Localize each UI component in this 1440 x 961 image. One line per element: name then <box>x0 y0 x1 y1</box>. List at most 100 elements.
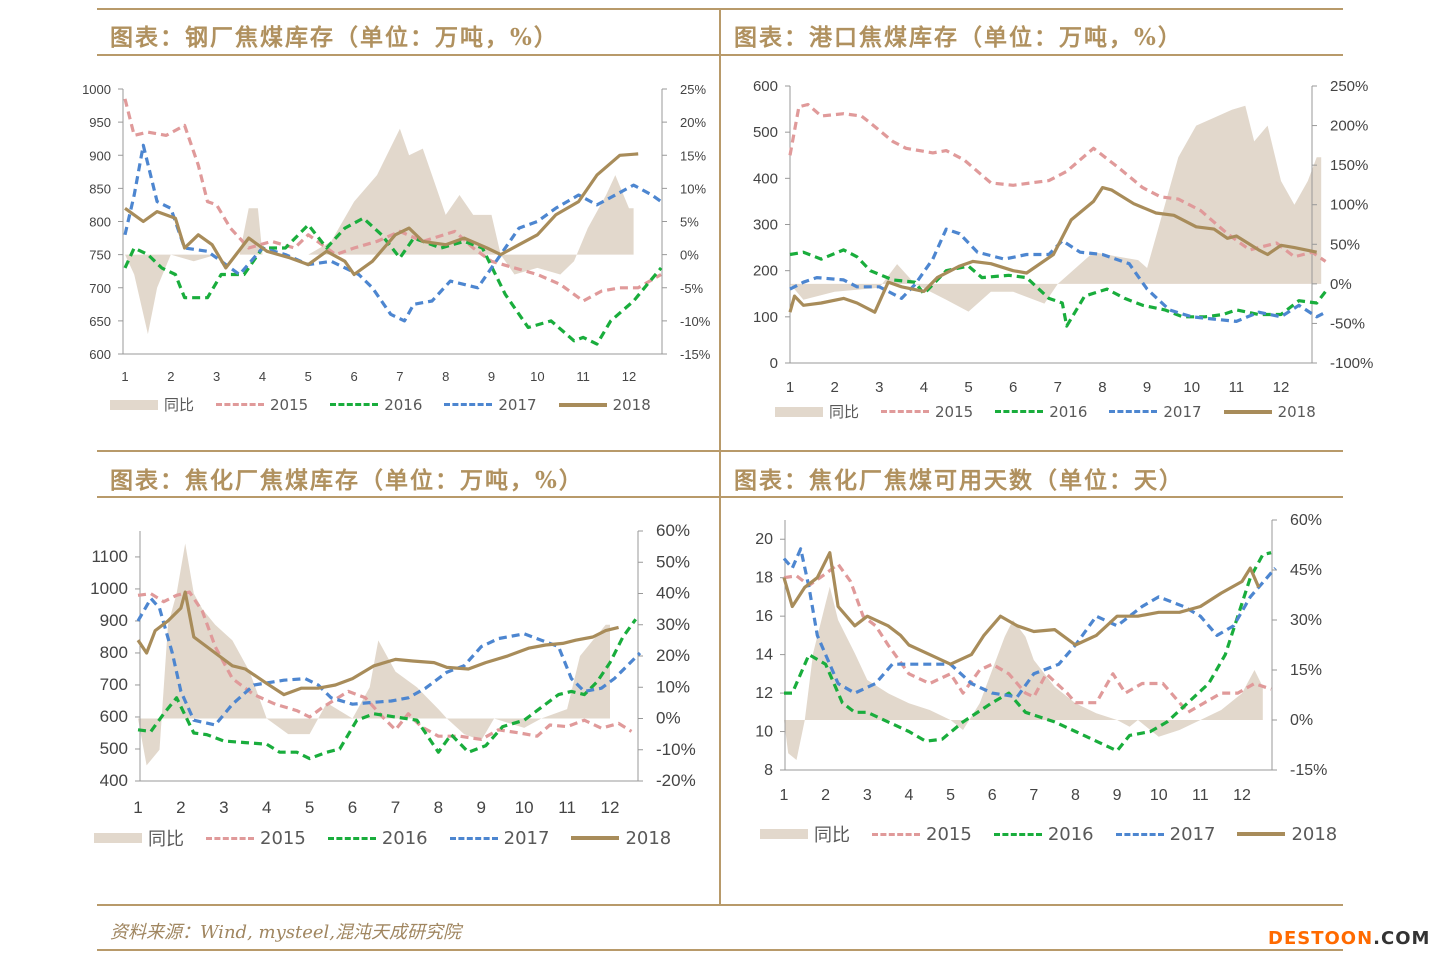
x-tick-label: 8 <box>434 798 443 817</box>
left-tick-label: 0 <box>770 355 778 372</box>
left-tick-label: 900 <box>89 148 111 163</box>
right-tick-label: 0% <box>1330 276 1352 293</box>
chart-1: 100095090085080075070065060025%20%15%10%… <box>82 82 711 384</box>
legend-label: 2018 <box>1277 402 1316 421</box>
right-tick-label: -100% <box>1330 355 1373 372</box>
left-tick-label: 200 <box>753 263 778 280</box>
x-tick-label: 9 <box>488 369 495 384</box>
yoy-area <box>790 105 1322 312</box>
legend-item-yoy: 同比 <box>110 394 194 415</box>
right-tick-label: -15% <box>680 347 711 362</box>
chart-legend-3: 同比 2015 2016 2017 2018 <box>94 825 693 851</box>
x-tick-label: 6 <box>350 369 357 384</box>
legend-swatch <box>327 836 376 840</box>
x-tick-label: 1 <box>786 379 794 396</box>
legend-swatch <box>558 402 607 407</box>
x-tick-label: 1 <box>133 798 142 817</box>
legend-swatch <box>206 836 254 840</box>
x-tick-label: 11 <box>1229 379 1245 396</box>
legend-label: 同比 <box>814 825 850 846</box>
x-tick-label: 8 <box>442 369 449 384</box>
legend-swatch <box>330 403 379 406</box>
x-tick-label: 4 <box>920 379 928 396</box>
x-tick-label: 7 <box>396 369 403 384</box>
right-tick-label: 200% <box>1330 118 1368 135</box>
right-tick-label: -15% <box>1290 762 1327 779</box>
x-tick-label: 12 <box>1273 379 1290 396</box>
chart-title-steel-mill: 图表：钢厂焦煤库存（单位：万吨，%） <box>110 24 559 51</box>
x-tick-label: 12 <box>622 369 636 384</box>
legend-label: 同比 <box>164 396 195 414</box>
chart-3: 1100100090080070060050040060%50%40%30%20… <box>90 521 696 817</box>
x-tick-label: 10 <box>515 798 534 817</box>
x-tick-label: 4 <box>259 369 266 384</box>
right-tick-label: 10% <box>656 677 690 696</box>
left-tick-label: 950 <box>89 115 111 130</box>
legend-label: 2017 <box>1169 823 1216 845</box>
watermark-logo: DESTOON.COM <box>1268 928 1430 949</box>
legend-swatch <box>110 399 158 410</box>
x-tick-label: 2 <box>830 379 838 396</box>
source-note: 资料来源：Wind, mysteel,混沌天成研究院 <box>110 922 461 943</box>
legend-swatch <box>760 829 808 839</box>
right-tick-label: 45% <box>1290 562 1322 579</box>
right-tick-label: 0% <box>656 709 681 728</box>
left-tick-label: 700 <box>89 281 111 296</box>
left-tick-label: 500 <box>753 124 778 141</box>
legend-label: 2015 <box>926 823 972 845</box>
legend-swatch <box>872 832 920 836</box>
left-tick-label: 18 <box>755 570 773 587</box>
right-tick-label: 0% <box>1290 712 1313 729</box>
right-tick-label: 20% <box>680 115 706 130</box>
legend-item-s2016: 2016 <box>327 828 428 849</box>
x-tick-label: 3 <box>863 787 872 804</box>
x-tick-label: 9 <box>1113 787 1122 804</box>
legend-swatch <box>444 403 493 406</box>
right-tick-label: 30% <box>656 615 690 634</box>
legend-label: 2017 <box>498 395 537 414</box>
legend-item-s2015: 2015 <box>206 828 306 849</box>
chart-title-coking-plant: 图表：焦化厂焦煤库存（单位：万吨，%） <box>110 467 584 494</box>
legend-item-s2015: 2015 <box>881 403 973 421</box>
x-tick-label: 12 <box>601 798 620 817</box>
left-tick-label: 400 <box>753 170 778 187</box>
right-tick-label: 150% <box>1330 157 1368 174</box>
left-tick-label: 400 <box>100 771 128 790</box>
right-tick-label: 25% <box>680 82 706 97</box>
x-tick-label: 3 <box>875 379 883 396</box>
chart-legend-1: 同比 2015 2016 2017 2018 <box>110 394 673 415</box>
footer-rule <box>97 904 1343 906</box>
watermark-part1: DESTOON <box>1268 928 1374 949</box>
series-line-2018 <box>788 186 1318 314</box>
left-tick-label: 1100 <box>91 547 128 566</box>
x-tick-label: 2 <box>167 369 174 384</box>
series-line-2016 <box>789 248 1327 328</box>
right-tick-label: 50% <box>1330 236 1360 253</box>
series-line-2017 <box>123 143 663 323</box>
x-tick-label: 11 <box>576 369 590 384</box>
x-tick-label: 12 <box>1233 787 1251 804</box>
legend-label: 同比 <box>829 403 860 421</box>
left-tick-label: 12 <box>755 685 773 702</box>
legend-item-s2017: 2017 <box>449 828 549 849</box>
left-tick-label: 1000 <box>82 82 111 97</box>
series-line-2015 <box>123 98 662 303</box>
legend-swatch <box>993 832 1042 836</box>
legend-item-s2016: 2016 <box>330 396 422 414</box>
left-tick-label: 500 <box>100 739 128 758</box>
right-tick-label: 60% <box>1290 512 1322 529</box>
legend-item-s2015: 2015 <box>216 396 308 414</box>
legend-swatch <box>775 406 823 417</box>
x-tick-label: 9 <box>1143 379 1151 396</box>
x-tick-label: 9 <box>477 798 486 817</box>
x-tick-label: 4 <box>262 798 271 817</box>
legend-swatch <box>881 410 930 413</box>
right-tick-label: 10% <box>680 181 706 196</box>
chart-title-available-days: 图表：焦化厂焦煤可用天数（单位：天） <box>734 467 1184 494</box>
x-tick-label: 5 <box>946 787 955 804</box>
legend-item-yoy: 同比 <box>775 401 859 422</box>
x-tick-label: 5 <box>964 379 972 396</box>
legend-label: 2016 <box>1047 823 1094 845</box>
x-tick-label: 3 <box>213 369 220 384</box>
